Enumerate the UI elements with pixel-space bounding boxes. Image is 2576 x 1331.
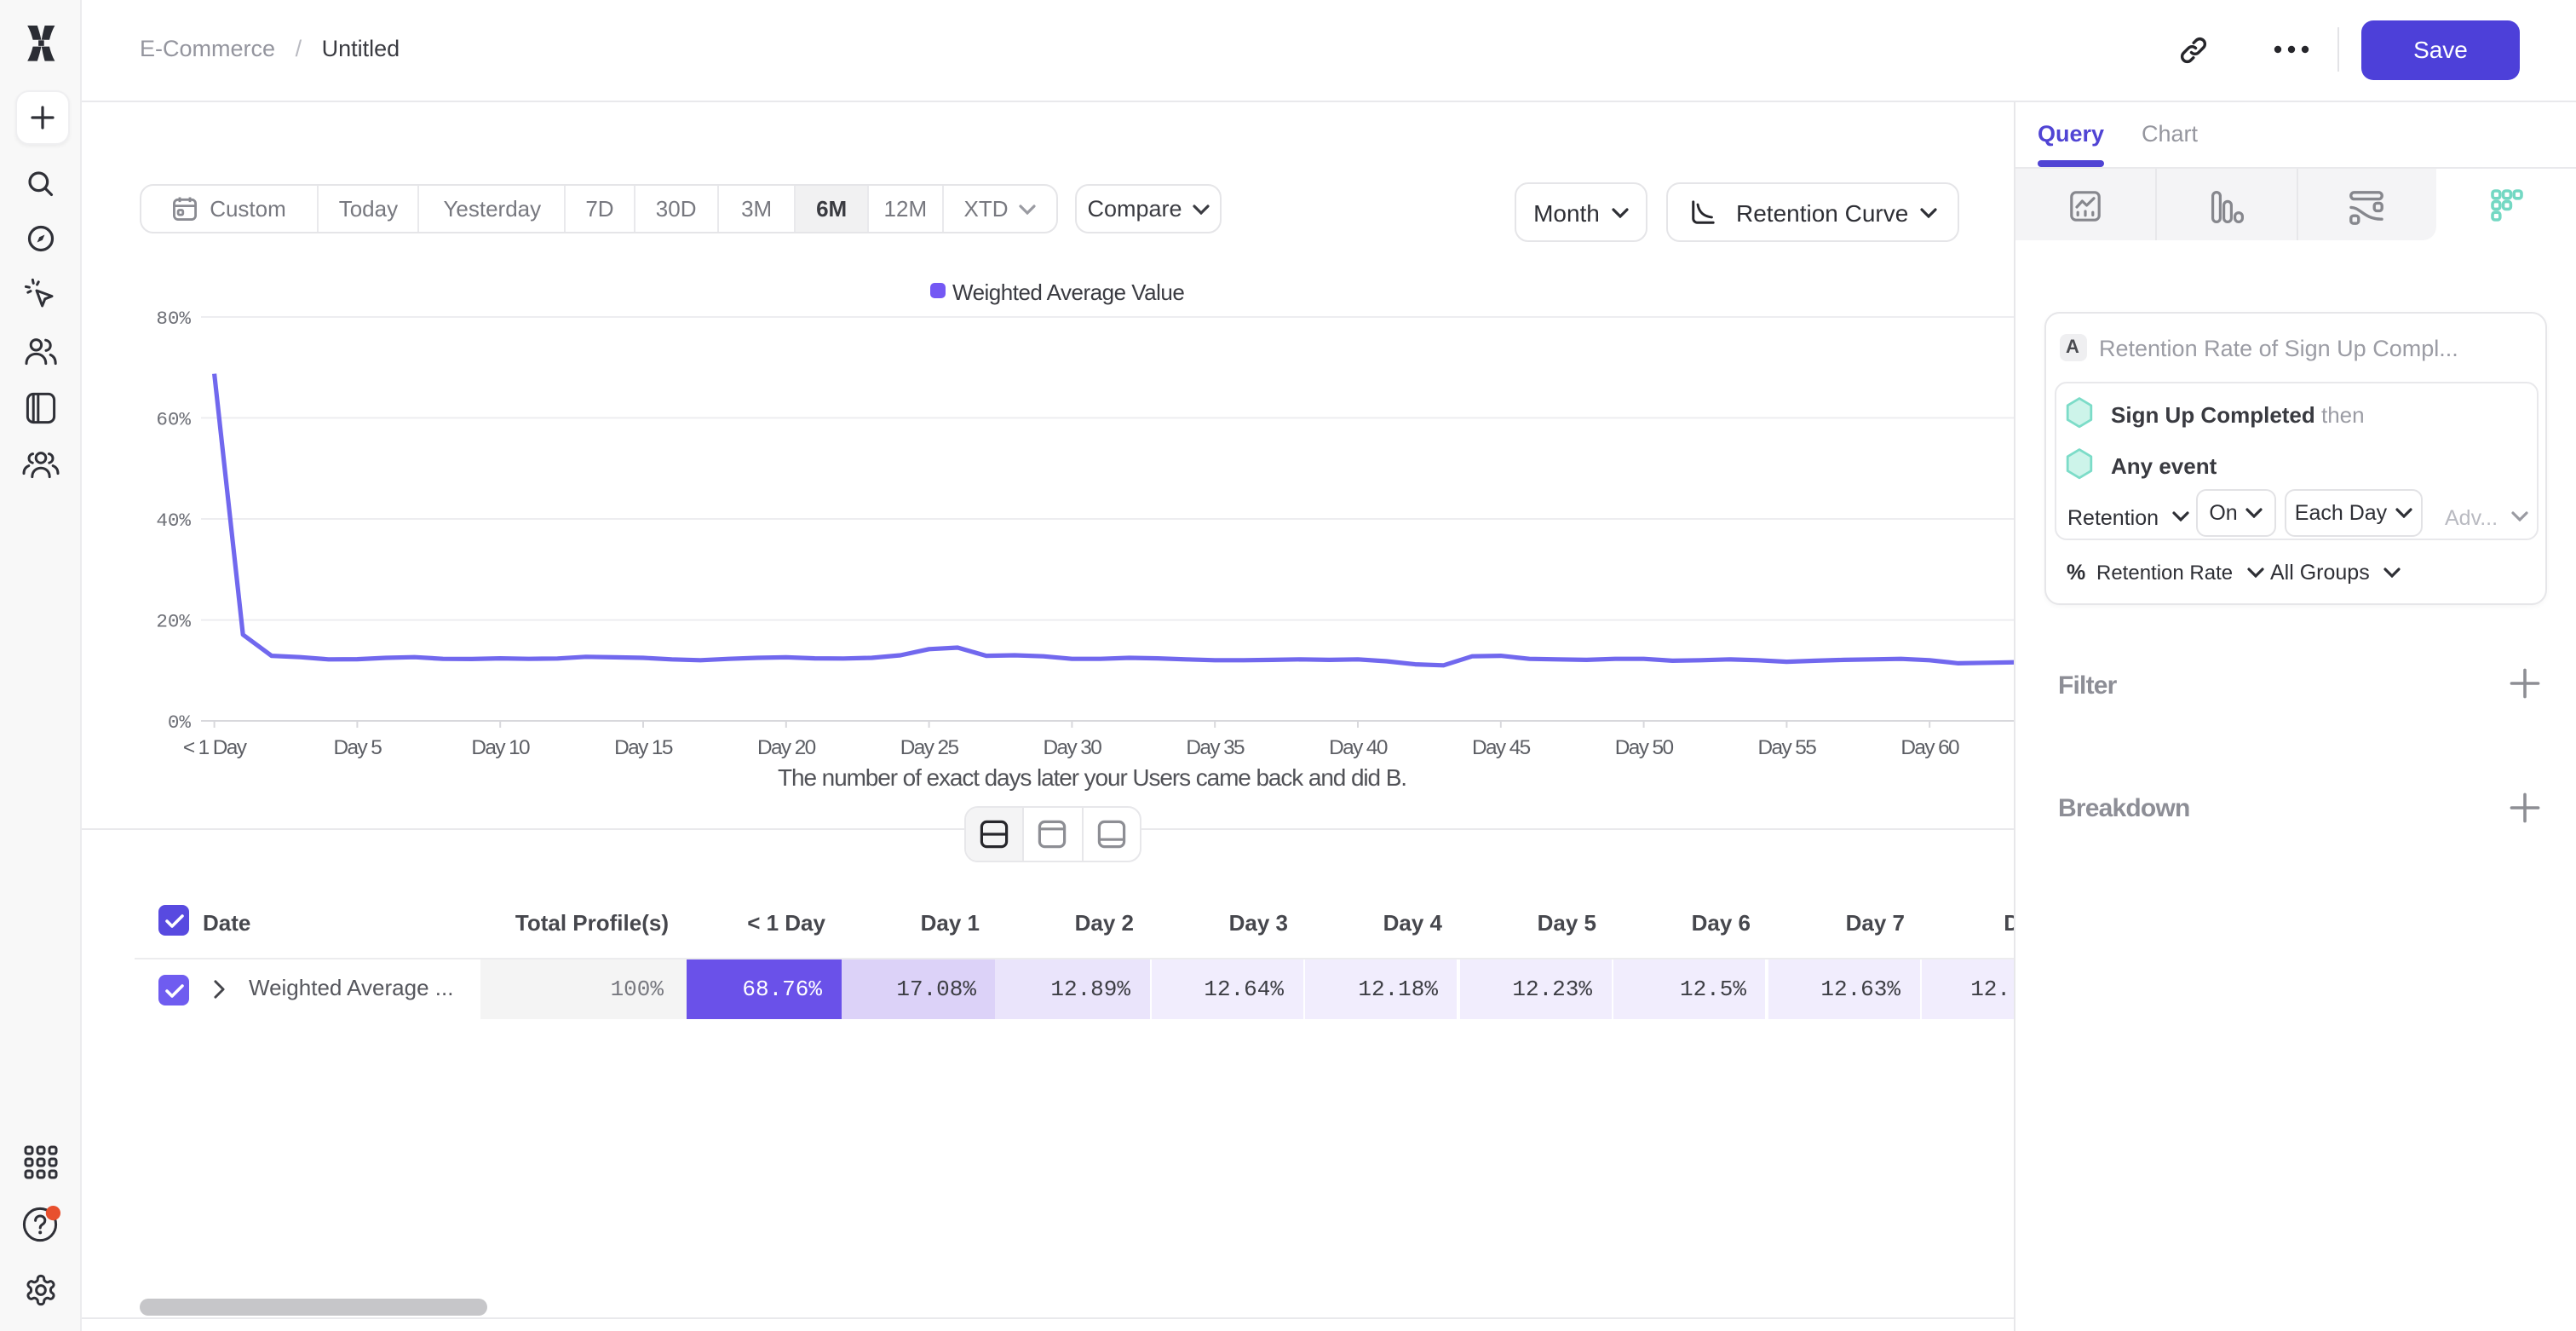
svg-text:Day 55: Day 55 (1758, 736, 1817, 759)
svg-text:Day 10: Day 10 (471, 736, 530, 759)
svg-text:Day 25: Day 25 (900, 736, 959, 759)
svg-text:Day 60: Day 60 (1900, 736, 1959, 759)
svg-text:Day 30: Day 30 (1044, 736, 1102, 759)
svg-text:Day 35: Day 35 (1186, 736, 1245, 759)
svg-text:80%: 80% (156, 308, 191, 330)
svg-text:< 1 Day: < 1 Day (183, 736, 248, 759)
svg-text:0%: 0% (168, 712, 192, 734)
svg-text:Day 15: Day 15 (614, 736, 673, 759)
svg-text:Day 45: Day 45 (1472, 736, 1531, 759)
svg-text:60%: 60% (156, 408, 191, 430)
svg-text:Day 20: Day 20 (757, 736, 816, 759)
svg-text:40%: 40% (156, 510, 191, 532)
svg-text:Day 50: Day 50 (1615, 736, 1674, 759)
svg-text:Day 40: Day 40 (1329, 736, 1388, 759)
svg-text:20%: 20% (156, 611, 191, 633)
svg-text:Day 5: Day 5 (334, 736, 382, 759)
